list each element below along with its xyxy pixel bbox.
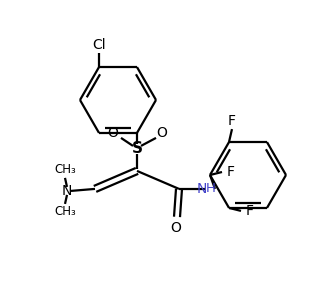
Text: O: O: [108, 126, 118, 140]
Text: O: O: [156, 126, 167, 140]
Text: N: N: [197, 182, 207, 196]
Text: F: F: [227, 165, 235, 179]
Text: F: F: [228, 114, 236, 128]
Text: F: F: [246, 204, 254, 218]
Text: N: N: [62, 184, 72, 198]
Text: CH₃: CH₃: [54, 206, 76, 218]
Text: S: S: [132, 141, 142, 157]
Text: CH₃: CH₃: [54, 164, 76, 176]
Text: Cl: Cl: [92, 38, 106, 52]
Text: O: O: [171, 221, 181, 235]
Text: H: H: [206, 182, 216, 195]
